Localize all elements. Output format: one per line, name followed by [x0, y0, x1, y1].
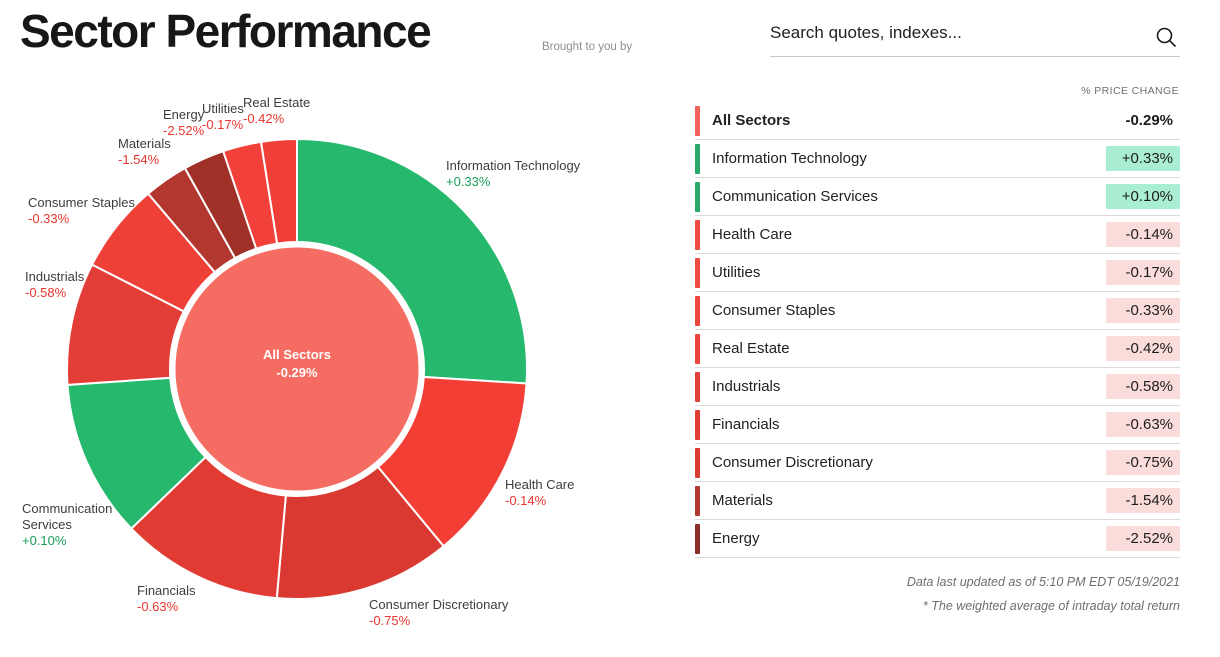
table-row-real-estate[interactable]: Real Estate -0.42% [695, 330, 1180, 368]
row-price-change: -2.52% [1106, 526, 1180, 551]
slice-label-value: -0.58% [25, 285, 67, 300]
donut-svg [66, 137, 528, 600]
slice-label-value: -0.14% [505, 493, 547, 508]
row-sector-name: Consumer Staples [712, 302, 836, 319]
row-price-change: -0.33% [1106, 298, 1180, 323]
slice-label-communication-services: Communication Services +0.10% [22, 501, 140, 549]
row-sector-name: Industrials [712, 378, 781, 395]
table-row-consumer-staples[interactable]: Consumer Staples -0.33% [695, 292, 1180, 330]
slice-label-consumer-staples: Consumer Staples -0.33% [28, 195, 135, 227]
last-updated-text: Data last updated as of 5:10 PM EDT 05/1… [906, 575, 1180, 589]
slice-label-real-estate: Real Estate -0.42% [243, 95, 310, 127]
donut-center-circle [172, 244, 422, 494]
slice-label-value: -0.33% [28, 211, 70, 226]
slice-label-value: -0.63% [137, 599, 179, 614]
row-sector-name: Financials [712, 416, 780, 433]
row-price-change: -0.29% [1125, 112, 1173, 129]
slice-label-name: Materials [118, 136, 171, 151]
row-sector-name: Real Estate [712, 340, 790, 357]
row-color-bar [695, 334, 700, 364]
row-sector-name: Energy [712, 530, 760, 547]
slice-label-utilities: Utilities -0.17% [202, 101, 244, 133]
row-color-bar [695, 448, 700, 478]
slice-label-value: +0.10% [22, 533, 67, 548]
price-change-column-header: % PRICE CHANGE [1081, 85, 1179, 97]
table-row-energy[interactable]: Energy -2.52% [695, 520, 1180, 558]
donut-slice-real-estate[interactable] [259, 137, 298, 245]
slice-label-value: +0.33% [446, 174, 491, 189]
brought-by-text: Brought to you by [542, 41, 633, 53]
row-sector-name: Health Care [712, 226, 793, 243]
slice-label-name: Consumer Discretionary [369, 597, 509, 612]
slice-label-consumer-discretionary: Consumer Discretionary -0.75% [369, 597, 508, 629]
row-sector-name: All Sectors [712, 112, 791, 129]
slice-label-health-care: Health Care -0.14% [505, 477, 574, 509]
table-row-financials[interactable]: Financials -0.63% [695, 406, 1180, 444]
row-price-change: +0.10% [1106, 184, 1180, 209]
row-price-change: -0.14% [1106, 222, 1180, 247]
row-color-bar [695, 258, 700, 288]
sector-table: % PRICE CHANGE All Sectors -0.29% Informat… [695, 85, 1180, 618]
slice-label-name: Utilities [202, 101, 244, 116]
slice-label-financials: Financials -0.63% [137, 583, 196, 615]
slice-label-value: -2.52% [163, 123, 205, 138]
slice-label-information-technology: Information Technology +0.33% [446, 158, 580, 190]
row-price-change: -0.42% [1106, 336, 1180, 361]
slice-label-name: Energy [163, 107, 205, 122]
search-icon[interactable] [1154, 25, 1178, 49]
row-price-change: -0.63% [1106, 412, 1180, 437]
row-color-bar [695, 106, 700, 136]
slice-label-name: Financials [137, 583, 196, 598]
table-row-utilities[interactable]: Utilities -0.17% [695, 254, 1180, 292]
slice-label-value: -0.17% [202, 117, 244, 132]
row-color-bar [695, 296, 700, 326]
row-color-bar [695, 410, 700, 440]
row-sector-name: Information Technology [712, 150, 867, 167]
page-title: Sector Performance [20, 5, 432, 57]
row-price-change: -0.58% [1106, 374, 1180, 399]
search-box [770, 17, 1180, 57]
row-sector-name: Utilities [712, 264, 761, 281]
table-row-consumer-discretionary[interactable]: Consumer Discretionary -0.75% [695, 444, 1180, 482]
table-row-communication-services[interactable]: Communication Services +0.10% [695, 178, 1180, 216]
table-footer: Data last updated as of 5:10 PM EDT 05/1… [695, 570, 1180, 618]
slice-label-name: Real Estate [243, 95, 311, 110]
row-sector-name: Communication Services [712, 188, 878, 205]
row-color-bar [695, 182, 700, 212]
row-price-change: -0.17% [1106, 260, 1180, 285]
sector-donut-chart: All Sectors -0.29% Information Technolog… [22, 95, 580, 629]
search-input[interactable] [770, 17, 1140, 49]
slice-label-value: -0.75% [369, 613, 411, 628]
row-color-bar [695, 372, 700, 402]
row-price-change: -1.54% [1106, 488, 1180, 513]
row-sector-name: Consumer Discretionary [712, 454, 873, 471]
slice-label-materials: Materials -1.54% [118, 136, 171, 168]
slice-label-value: -0.42% [243, 111, 285, 126]
table-row-information-technology[interactable]: Information Technology +0.33% [695, 140, 1180, 178]
slice-label-name: Information Technology [446, 158, 581, 173]
slice-label-name: Health Care [505, 477, 575, 492]
slice-label-name: Consumer Staples [28, 195, 135, 210]
footnote-text: * The weighted average of intraday total… [922, 599, 1180, 613]
table-row-industrials[interactable]: Industrials -0.58% [695, 368, 1180, 406]
slice-label-value: -1.54% [118, 152, 160, 167]
row-sector-name: Materials [712, 492, 773, 509]
donut-slice-information-technology[interactable] [296, 137, 528, 385]
row-color-bar [695, 524, 700, 554]
row-color-bar [695, 220, 700, 250]
row-price-change: +0.33% [1106, 146, 1180, 171]
table-row-health-care[interactable]: Health Care -0.14% [695, 216, 1180, 254]
row-price-change: -0.75% [1106, 450, 1180, 475]
sector-table-rows: All Sectors -0.29% Information Technology +… [695, 102, 1180, 558]
slice-label-name: Industrials [25, 269, 85, 284]
slice-label-industrials: Industrials -0.58% [25, 269, 84, 301]
table-row-all-sectors[interactable]: All Sectors -0.29% [695, 102, 1180, 140]
table-row-materials[interactable]: Materials -1.54% [695, 482, 1180, 520]
slice-label-energy: Energy -2.52% [163, 107, 204, 139]
row-color-bar [695, 486, 700, 516]
slice-label-name: Communication Services [22, 501, 113, 532]
row-color-bar [695, 144, 700, 174]
